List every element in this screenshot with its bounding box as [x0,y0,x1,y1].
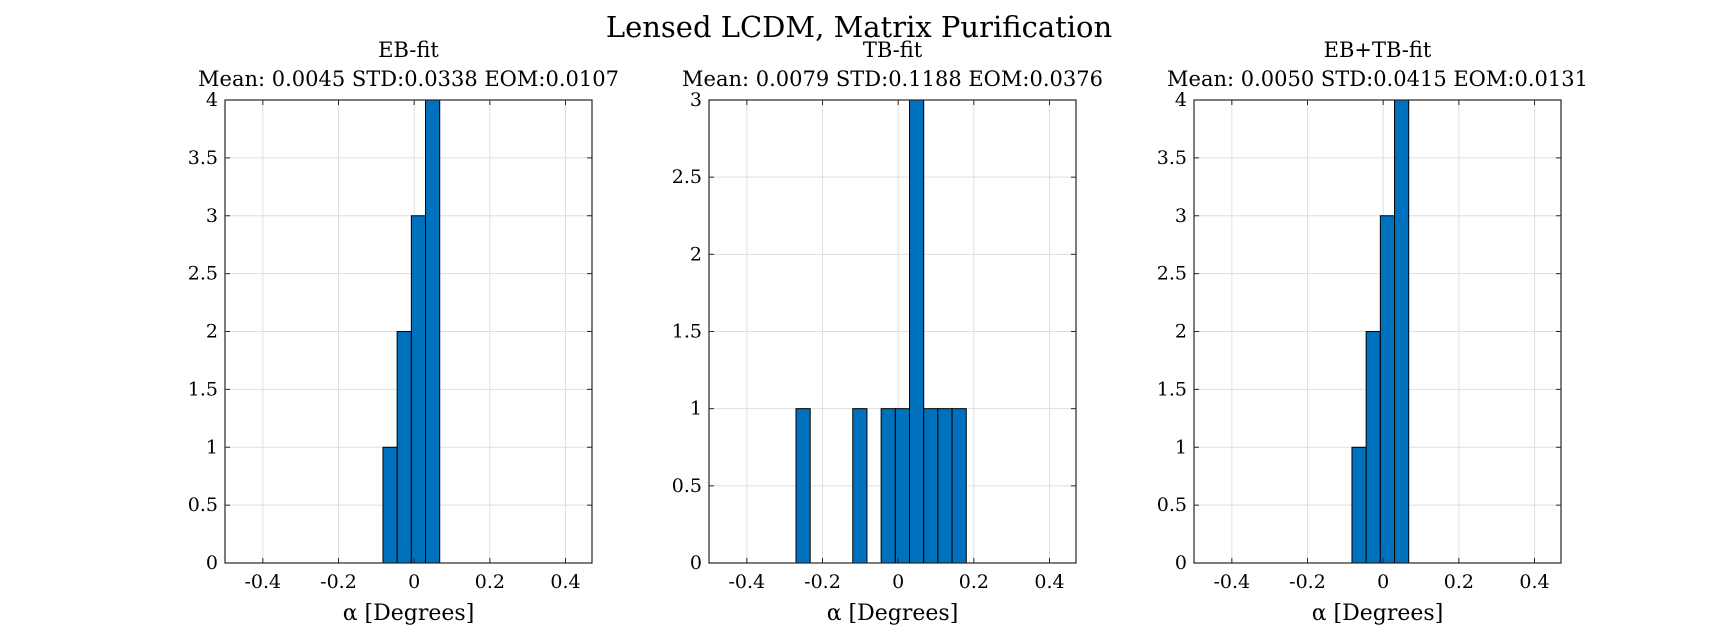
panel-eb-fit: EB-fit Mean: 0.0045 STD:0.0338 EOM:0.010… [188,38,619,625]
x-tick-label: 0 [1377,571,1389,593]
histogram-bar [852,408,868,564]
y-tick-label: 0 [206,552,218,574]
figure-title: Lensed LCDM, Matrix Purification [606,10,1112,44]
y-tick-label: 2 [206,321,218,343]
y-tick-label: 3 [206,205,218,227]
y-tick-label: 2.5 [672,166,702,188]
x-tick-label: 0.4 [1034,571,1064,593]
panel-title: EB-fit [378,38,439,62]
x-tick-label: -0.4 [245,571,282,593]
x-tick-label: 0 [408,571,420,593]
histogram-bar [923,408,939,564]
x-tick-label: 0.2 [475,571,505,593]
x-tick-label: -0.4 [1214,571,1251,593]
y-tick-label: 1.5 [672,321,702,343]
panel-subtitle: Mean: 0.0050 STD:0.0415 EOM:0.0131 [1167,67,1588,91]
histogram-bar [425,99,441,564]
histogram-bar [410,215,427,564]
panel-tb-fit: TB-fit Mean: 0.0079 STD:0.1188 EOM:0.037… [672,38,1103,625]
y-tick-label: 1.5 [1157,378,1187,400]
y-tick-label: 0.5 [1157,494,1187,516]
x-tick-label: 0.2 [1444,571,1474,593]
x-tick-label: -0.2 [804,571,841,593]
y-tick-label: 0 [1175,552,1187,574]
x-axis-label: α [Degrees] [827,601,959,625]
histogram-bar [937,408,953,564]
x-tick-label: -0.2 [320,571,357,593]
histogram-bar [1351,446,1367,564]
y-tick-label: 2.5 [188,263,218,285]
y-tick-label: 3.5 [1157,147,1187,169]
histogram-bar [1365,331,1381,564]
panel-subtitle: Mean: 0.0079 STD:0.1188 EOM:0.0376 [682,67,1103,91]
panel-eb-tb-fit: EB+TB-fit Mean: 0.0050 STD:0.0415 EOM:0.… [1157,38,1588,625]
x-tick-label: 0.4 [1519,571,1549,593]
y-tick-label: 1 [1175,436,1187,458]
x-tick-label: -0.4 [729,571,766,593]
histogram-bar [795,408,811,564]
histogram-bar [382,446,398,564]
x-axis-label: α [Degrees] [1312,601,1444,625]
panel-title: TB-fit [863,38,923,62]
y-tick-label: 4 [1175,89,1187,111]
y-tick-label: 0.5 [188,494,218,516]
y-tick-label: 3 [690,89,702,111]
y-tick-label: 3.5 [188,147,218,169]
x-tick-label: 0.2 [959,571,989,593]
x-axis-label: α [Degrees] [343,601,475,625]
y-tick-label: 1 [206,436,218,458]
x-tick-label: -0.2 [1289,571,1326,593]
panel-title: EB+TB-fit [1324,38,1432,62]
y-tick-label: 1 [690,398,702,420]
y-tick-label: 0.5 [672,475,702,497]
y-tick-label: 3 [1175,205,1187,227]
histogram-bar [1394,99,1410,564]
histogram-bar [1379,215,1396,564]
histogram-bar [909,99,925,564]
y-tick-label: 4 [206,89,218,111]
x-tick-label: 0.4 [550,571,580,593]
histogram-bar [894,408,911,564]
x-tick-label: 0 [892,571,904,593]
y-tick-label: 0 [690,552,702,574]
histogram-bar [951,408,967,564]
histogram-bar [880,408,896,564]
y-tick-label: 2.5 [1157,263,1187,285]
histogram-bar [396,331,412,564]
panel-subtitle: Mean: 0.0045 STD:0.0338 EOM:0.0107 [198,67,619,91]
y-tick-label: 2 [1175,321,1187,343]
y-tick-label: 1.5 [188,378,218,400]
y-tick-label: 2 [690,243,702,265]
